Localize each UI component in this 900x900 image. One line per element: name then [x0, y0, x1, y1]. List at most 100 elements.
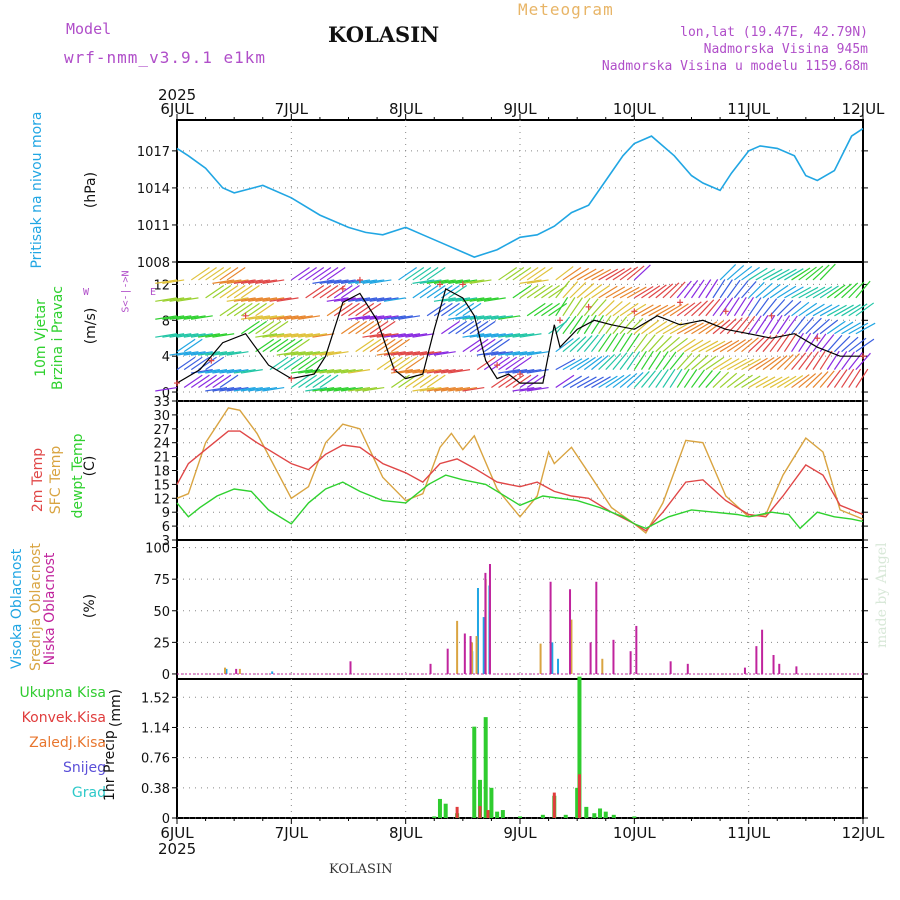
wind-barb — [262, 320, 282, 335]
pressure-tick-label: 1014 — [137, 182, 170, 197]
wind-barb — [305, 284, 325, 299]
wind-barb — [226, 279, 249, 284]
wind-barb — [348, 386, 371, 392]
wind-barb — [176, 356, 196, 371]
wind-barb — [290, 333, 313, 338]
wind-barb — [448, 279, 471, 284]
wind-barb — [205, 351, 228, 356]
wind-barb — [312, 284, 332, 299]
wind-barb — [441, 386, 463, 392]
wind-barb — [491, 315, 513, 320]
wind-barb — [526, 302, 546, 317]
wind-barb — [341, 320, 360, 335]
wind-barb — [505, 267, 525, 281]
wind-barb — [526, 279, 549, 284]
wind-barb — [398, 356, 418, 371]
wind-barb — [619, 332, 633, 353]
wind-barb — [240, 302, 260, 317]
wind-barb — [784, 286, 804, 299]
wind-barb — [569, 297, 583, 317]
wind-barb — [705, 356, 725, 371]
wind-barb — [755, 357, 775, 371]
wind-barb — [448, 386, 471, 392]
wind-barb — [205, 356, 225, 371]
wind-barb — [398, 267, 418, 281]
wind-barb — [212, 386, 235, 392]
precip-total-bar — [518, 816, 522, 818]
wind-barb — [483, 351, 506, 356]
wind-barb — [169, 333, 192, 338]
wind-barb — [269, 297, 292, 302]
wind-barb — [476, 333, 499, 338]
wind-barb — [262, 338, 282, 353]
precip-total-bar — [577, 676, 582, 818]
wind-barb — [562, 267, 582, 281]
wind-barb — [733, 296, 747, 317]
wind-barb — [369, 338, 389, 353]
wind-barb — [198, 333, 220, 338]
wind-barb — [512, 386, 535, 392]
wind-barb — [812, 318, 830, 335]
precip-total-bar — [611, 814, 616, 818]
wind-barb — [283, 351, 306, 356]
cloud-tick-label: 0 — [162, 668, 170, 683]
wind-barb — [326, 297, 349, 302]
wind-barb — [562, 358, 583, 371]
wind-barb — [762, 283, 781, 299]
wind-barb — [198, 351, 220, 356]
wind-barb — [290, 351, 313, 356]
wind-barb — [590, 333, 606, 353]
wind-barb — [784, 268, 804, 281]
wind-barb — [583, 334, 599, 353]
wind-barb — [462, 302, 482, 317]
footer-station: KOLASIN — [329, 862, 393, 877]
wind-barb — [219, 279, 242, 284]
wind-barb — [769, 333, 784, 353]
product-title: Meteogram — [518, 0, 614, 19]
precip-conv-label: Konvek.Kisa — [21, 710, 106, 726]
pressure-line — [176, 127, 864, 258]
wind-barb — [791, 352, 807, 370]
wind-barb — [805, 372, 823, 388]
wind-barb — [248, 320, 267, 335]
wind-barb — [433, 369, 456, 374]
wind-barb — [462, 333, 485, 338]
wind-barb — [462, 320, 482, 335]
wind-barb — [226, 369, 249, 374]
wind-barb — [398, 333, 421, 338]
wind-barb — [769, 376, 790, 389]
wind-barb — [598, 299, 615, 317]
wind-barb — [398, 374, 418, 389]
wind-barb — [533, 302, 553, 317]
wind-barb — [648, 320, 668, 335]
dewpoint-line — [176, 474, 864, 530]
wind-barb — [712, 319, 731, 335]
wind-barb — [233, 386, 256, 392]
wind-barb — [498, 356, 518, 371]
wind-barb — [783, 332, 798, 353]
cloud-tick-label: 25 — [153, 636, 170, 651]
wind-barb — [233, 279, 256, 284]
wind-barb — [834, 283, 852, 299]
model-label: Model — [66, 20, 112, 38]
wind-barb — [826, 320, 846, 335]
wind-gust-marker — [631, 308, 638, 315]
wind-barb — [633, 371, 650, 388]
wind-barb — [298, 267, 317, 281]
wind-barb — [391, 374, 410, 389]
wind-barb — [341, 284, 360, 299]
wind-barb — [776, 315, 791, 335]
precip-snow-label: Snijeg — [62, 760, 106, 776]
wind-barb — [426, 369, 449, 374]
wind-barb — [498, 315, 521, 320]
wind-barb — [190, 356, 210, 371]
precip-total-bar — [584, 806, 589, 818]
wind-barb — [255, 338, 275, 353]
wind-barb — [376, 351, 399, 356]
wind-barb — [676, 368, 690, 388]
wind-barb — [441, 302, 460, 317]
wind-barb — [834, 304, 854, 317]
wind-barb — [405, 374, 425, 389]
wind-barb — [469, 279, 492, 284]
wind-barb — [383, 356, 403, 371]
